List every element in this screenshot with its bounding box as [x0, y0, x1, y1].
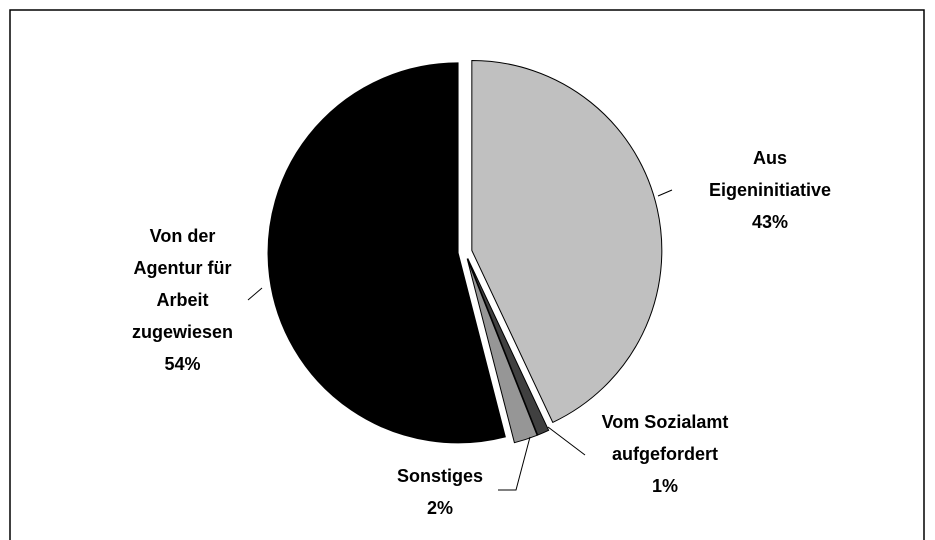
- slice-label: Aus Eigeninitiative 43%: [695, 142, 845, 238]
- leader-line: [657, 189, 673, 197]
- leader-line: [247, 287, 263, 301]
- slice-label: Sonstiges 2%: [375, 460, 505, 524]
- value-label: 2%: [426, 498, 453, 518]
- leader-line: [547, 426, 586, 456]
- pie-slice: [467, 258, 550, 436]
- category-label: Aus Eigeninitiative: [708, 148, 832, 200]
- pie-slice: [267, 62, 506, 444]
- value-label: 54%: [164, 354, 201, 374]
- slice-label: Vom Sozialamt aufgefordert 1%: [590, 406, 740, 502]
- value-label: 43%: [751, 212, 789, 232]
- category-label: Vom Sozialamt aufgefordert: [601, 412, 729, 464]
- pie-slice: [471, 59, 663, 424]
- category-label: Sonstiges: [396, 466, 484, 486]
- slice-label: Von der Agentur für Arbeit zugewiesen 54%: [120, 220, 245, 380]
- leader-line: [498, 436, 531, 491]
- category-label: Von der Agentur für Arbeit zugewiesen: [131, 226, 234, 342]
- pie-slice: [466, 258, 538, 444]
- chart-frame: [9, 9, 925, 540]
- value-label: 1%: [651, 476, 678, 496]
